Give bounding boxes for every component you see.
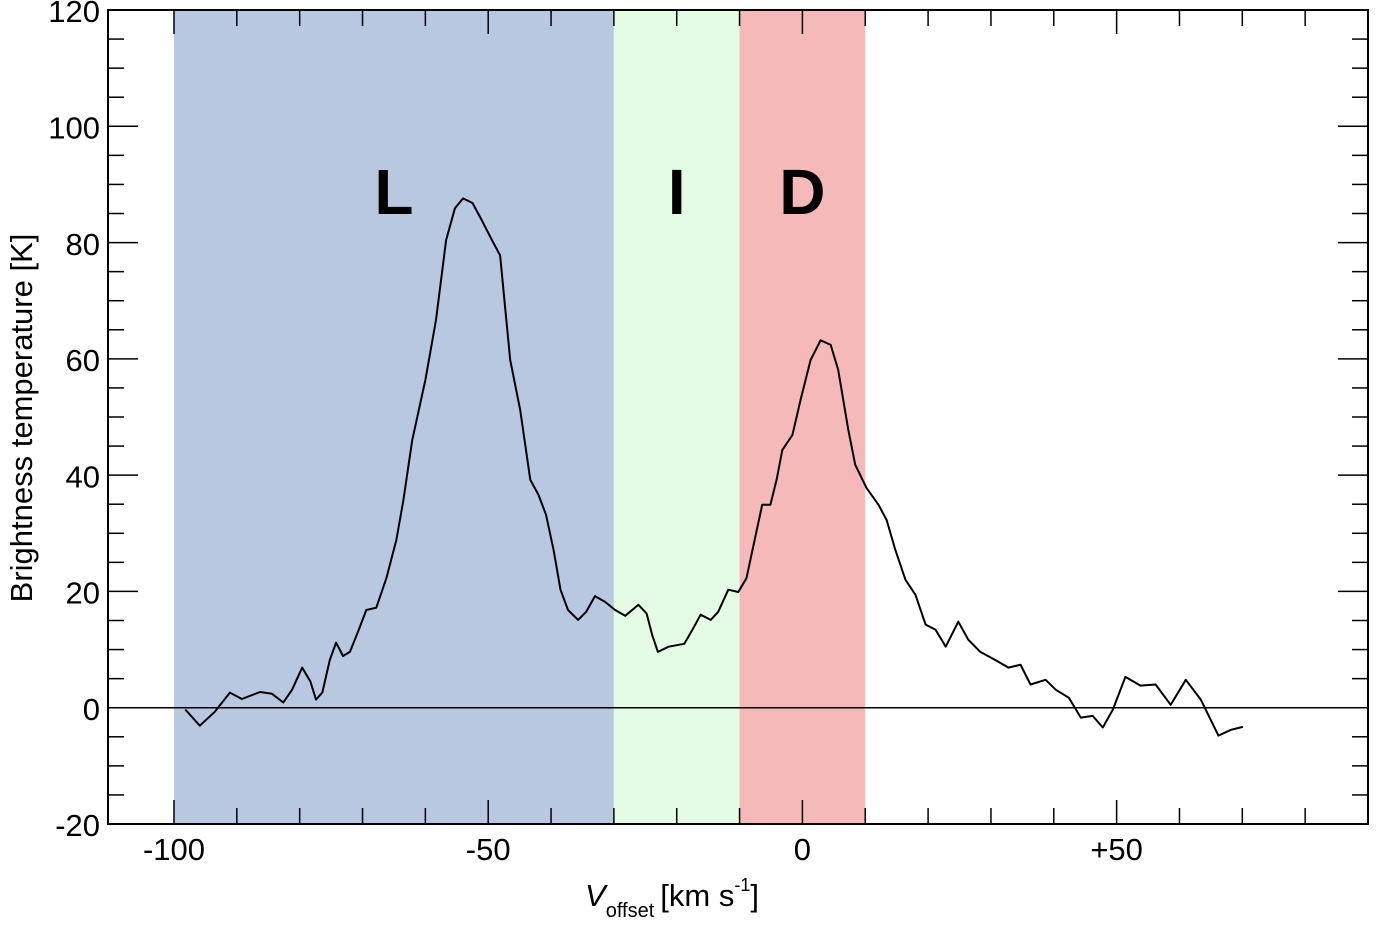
x-axis-label: Voffset [km s-1] bbox=[585, 875, 759, 923]
y-tick-label: 120 bbox=[48, 0, 100, 29]
x-tick-label: +50 bbox=[1090, 832, 1143, 867]
y-tick-label: -20 bbox=[55, 808, 100, 843]
x-tick-label: 0 bbox=[794, 832, 811, 867]
axes: -100 -50 0 +50 -20 0 20 40 60 80 100 120 bbox=[48, 0, 1368, 867]
x-tick-label: -50 bbox=[466, 832, 511, 867]
region-label: I bbox=[668, 156, 686, 228]
x-label-unit: [km s bbox=[660, 878, 734, 913]
spectrum-line bbox=[184, 197, 1244, 737]
region bbox=[613, 10, 740, 824]
region-label: D bbox=[779, 156, 825, 228]
y-tick-label: 20 bbox=[66, 576, 100, 611]
y-tick-label: 80 bbox=[66, 227, 100, 262]
region bbox=[173, 10, 614, 824]
x-label-symbol: V bbox=[585, 878, 609, 913]
x-label-close: ] bbox=[750, 878, 759, 913]
plot-frame bbox=[107, 9, 1369, 825]
y-axis-label: Brightness temperature [K] bbox=[4, 234, 39, 603]
y-tick-label: 40 bbox=[66, 459, 100, 494]
x-label-superscript: -1 bbox=[734, 875, 750, 895]
y-tick-label: 100 bbox=[48, 110, 100, 145]
region-label: L bbox=[374, 156, 413, 228]
x-label-subscript: offset bbox=[606, 900, 655, 922]
y-tick-label: 0 bbox=[83, 692, 100, 727]
region bbox=[739, 10, 866, 824]
y-tick-label: 60 bbox=[66, 343, 100, 378]
x-tick-label: -100 bbox=[143, 832, 205, 867]
